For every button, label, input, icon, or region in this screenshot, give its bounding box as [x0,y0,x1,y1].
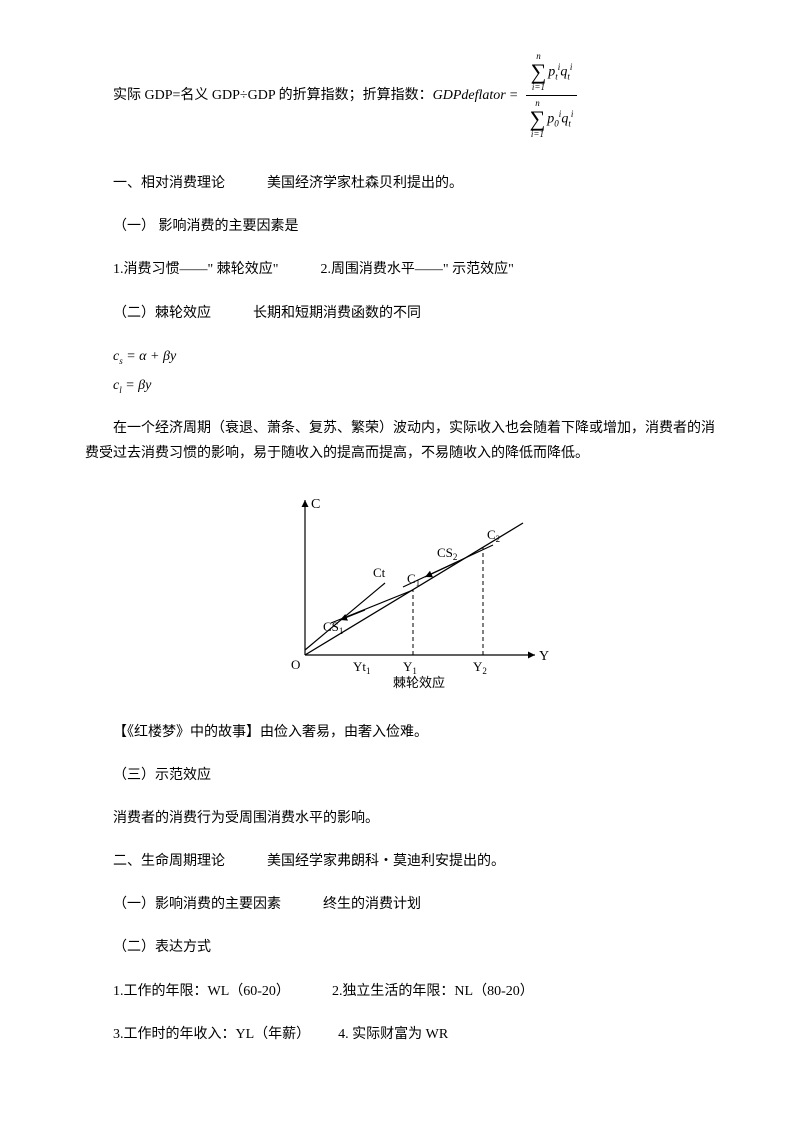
svg-text:Y: Y [539,649,549,664]
section1-heading: 一、相对消费理论美国经济学家杜森贝利提出的。 [85,171,715,196]
svg-text:Y2: Y2 [473,659,487,676]
section2-heading: 二、生命周期理论美国经学家弗朗科・莫迪利安提出的。 [85,849,715,874]
svg-text:Yt1: Yt1 [353,659,371,676]
equals-sign: = [510,83,518,108]
svg-text:C2: C2 [487,527,500,544]
svg-text:Ct: Ct [373,565,386,580]
svg-text:O: O [291,657,300,672]
fraction-bar [526,95,578,96]
cycle-paragraph: 在一个经济周期（衰退、萧条、复苏、繁荣）波动内，实际收入也会随着下降或增加，消费… [85,416,715,466]
numerator: n ∑ i=1 ptiqti [527,50,577,94]
section2-2: （二）表达方式 [85,935,715,960]
section1-2: （二）棘轮效应长期和短期消费函数的不同 [85,301,715,326]
formula-lhs: GDPdeflator [433,83,506,108]
ratchet-chart-container: C Y O Yt1 Y1 Y2 Ct C1 CS1 CS2 C2 棘轮效应 [85,485,715,695]
svg-text:CS1: CS1 [323,619,343,636]
formula-prefix: 实际 GDP=名义 GDP÷GDP 的折算指数；折算指数： [113,83,433,108]
ratchet-effect-chart: C Y O Yt1 Y1 Y2 Ct C1 CS1 CS2 C2 棘轮效应 [245,485,555,695]
sigma-icon: n ∑ i=1 [530,99,546,139]
section1-1-items: 1.消费习惯——" 棘轮效应"2.周围消费水平——" 示范效应" [85,257,715,282]
section2-1: （一）影响消费的主要因素终生的消费计划 [85,892,715,917]
section1-3: （三）示范效应 [85,763,715,788]
section1-3-desc: 消费者的消费行为受周围消费水平的影响。 [85,806,715,831]
gdp-deflator-formula: GDPdeflator = n ∑ i=1 ptiqti n ∑ i=1 [433,50,578,141]
section2-2-line2: 3.工作时的年收入：YL（年薪）4. 实际财富为 WR [85,1022,715,1047]
den-term: p0iqti [547,106,573,132]
svg-text:C1: C1 [407,571,420,588]
svg-text:棘轮效应: 棘轮效应 [393,675,445,690]
math-cs: cs = α + βy [85,344,715,369]
num-term: ptiqti [548,59,572,85]
svg-text:CS2: CS2 [437,545,457,562]
section1-1: （一） 影响消费的主要因素是 [85,214,715,239]
gdp-formula-line: 实际 GDP=名义 GDP÷GDP 的折算指数；折算指数： GDPdeflato… [85,50,715,141]
section2-2-line1: 1.工作的年限：WL（60-20）2.独立生活的年限：NL（80-20） [85,979,715,1004]
hongloumeng-story: 【《红楼梦》中的故事】由俭入奢易，由奢入俭难。 [85,720,715,745]
math-cl: cl = βy [85,373,715,398]
denominator: n ∑ i=1 p0iqti [526,97,578,141]
sigma-icon: n ∑ i=1 [531,52,547,92]
svg-text:C: C [311,497,320,512]
formula-fraction: n ∑ i=1 ptiqti n ∑ i=1 p0iqti [526,50,578,141]
svg-text:Y1: Y1 [403,659,417,676]
